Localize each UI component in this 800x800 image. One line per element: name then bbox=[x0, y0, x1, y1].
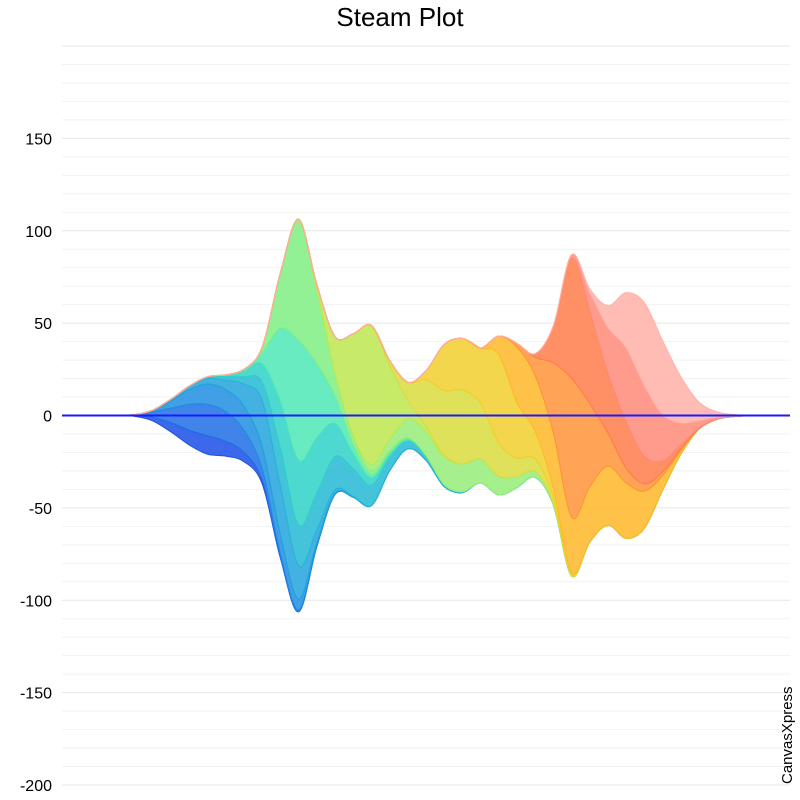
y-tick-label: -200 bbox=[20, 778, 52, 795]
y-axis: -200 -150 -100 -50 0 50 100 150 bbox=[20, 131, 52, 795]
watermark-text: CanvasXpress bbox=[779, 686, 796, 784]
y-tick-label: 50 bbox=[34, 316, 52, 333]
stream-layers bbox=[61, 218, 791, 613]
chart-title: Steam Plot bbox=[336, 2, 464, 32]
y-tick-label: 100 bbox=[25, 224, 52, 241]
y-tick-label: 0 bbox=[43, 409, 52, 426]
y-tick-label: -50 bbox=[29, 501, 52, 518]
y-tick-label: 150 bbox=[25, 131, 52, 148]
y-tick-label: -100 bbox=[20, 593, 52, 610]
y-tick-label: -150 bbox=[20, 686, 52, 703]
stream-layer-14 bbox=[61, 218, 791, 520]
